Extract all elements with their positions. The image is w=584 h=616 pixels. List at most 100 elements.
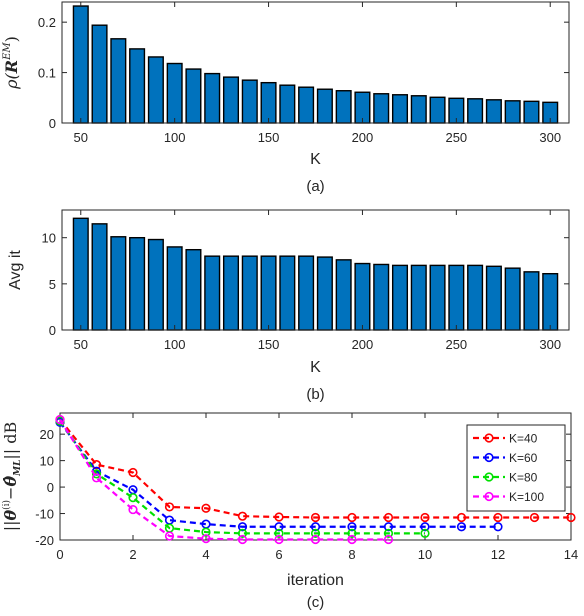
x-tick-label: 200 [352,337,374,352]
series-k100 [55,415,394,545]
bar [279,84,296,124]
bar [166,62,183,124]
bar [298,86,315,124]
data-point [274,512,284,522]
x-tick-label: 14 [564,547,578,562]
bar [485,99,502,124]
y-axis-label: Avg it [7,250,24,290]
series-line [59,421,498,528]
series-line [59,418,571,519]
x-tick-label: 200 [352,130,374,145]
x-tick-label: 150 [258,130,280,145]
data-point [383,534,394,545]
x-tick-label: 100 [164,337,186,352]
y-tick-label: -10 [35,507,54,522]
bar [222,76,240,124]
data-point [201,503,211,513]
bar [147,238,164,331]
data-point [347,528,357,538]
x-tick-label: 8 [348,547,355,562]
x-tick-label: 50 [74,130,88,145]
bar [72,5,89,124]
bar [91,24,108,124]
x-tick-label: 12 [491,547,505,562]
data-point [274,522,284,532]
x-tick-label: 4 [202,547,209,562]
data-point [566,512,576,523]
caption: (a) [306,178,324,195]
y-tick-label: 10 [40,454,54,469]
bar [354,262,371,331]
bar [166,246,183,331]
legend: K=40 K=60 K=80 K=100 [466,424,566,512]
series-line [59,419,389,541]
data-point [201,527,211,537]
bar [110,236,127,331]
x-tick-label: 250 [445,337,467,352]
bar [467,264,484,331]
data-point [91,469,102,479]
y-tick-label: 0 [47,480,54,495]
x-tick-label: 50 [74,337,88,352]
y-tick-label: 0.1 [38,66,56,81]
data-point [456,522,467,532]
axes-box [61,209,570,331]
data-point [237,528,248,538]
bar [147,56,164,124]
x-tick-label: 150 [258,337,280,352]
data-point [347,534,357,545]
legend-label: K=40 [509,432,538,446]
bar [335,259,352,331]
bar [204,72,221,124]
x-tick-label: 300 [539,130,561,145]
legend-marker [484,433,494,443]
legend-marker [484,452,494,463]
line-chart-c: 0 2 4 6 8 10 12 14-20-1001020iteration(c)K=40K=… [1,412,578,611]
data-point [310,534,321,545]
data-point [420,522,430,532]
data-point [383,528,394,538]
bar [391,264,409,331]
bar [185,68,202,124]
x-tick-label: 250 [445,130,467,145]
bar [204,255,221,331]
bar [485,265,502,331]
bar [222,255,240,331]
data-point [383,522,394,532]
legend-label: K=60 [509,451,538,465]
bar [241,255,258,331]
y-axis-label: ||θ(i)−θ̂ML|| dB [1,422,23,532]
data-point [237,534,248,545]
x-tick-label: 6 [275,547,282,562]
bar [523,100,540,124]
y-tick-label: 0 [49,116,56,131]
bar [129,48,146,124]
y-tick-label: 0 [49,323,56,338]
x-axis-label: K [310,359,321,376]
bar [129,236,146,331]
data-point [274,534,284,545]
bar [72,217,89,331]
y-tick-label: 10 [42,231,56,246]
bar [523,271,540,331]
legend-label: K=100 [509,490,544,504]
series-line [59,420,425,535]
x-tick-label: 10 [418,547,432,562]
data-point [164,502,175,512]
bar [373,93,390,124]
bar [298,255,315,331]
bar [241,79,258,124]
bar [335,90,352,124]
data-point [164,531,175,541]
data-point [237,522,248,532]
bar [391,94,409,124]
bar [110,38,127,124]
data-point [274,528,284,538]
data-point [55,415,65,425]
data-point [347,512,357,523]
data-point [347,522,357,532]
bar [429,96,446,124]
bar [504,267,521,331]
bar [504,100,521,124]
bar [316,88,333,124]
